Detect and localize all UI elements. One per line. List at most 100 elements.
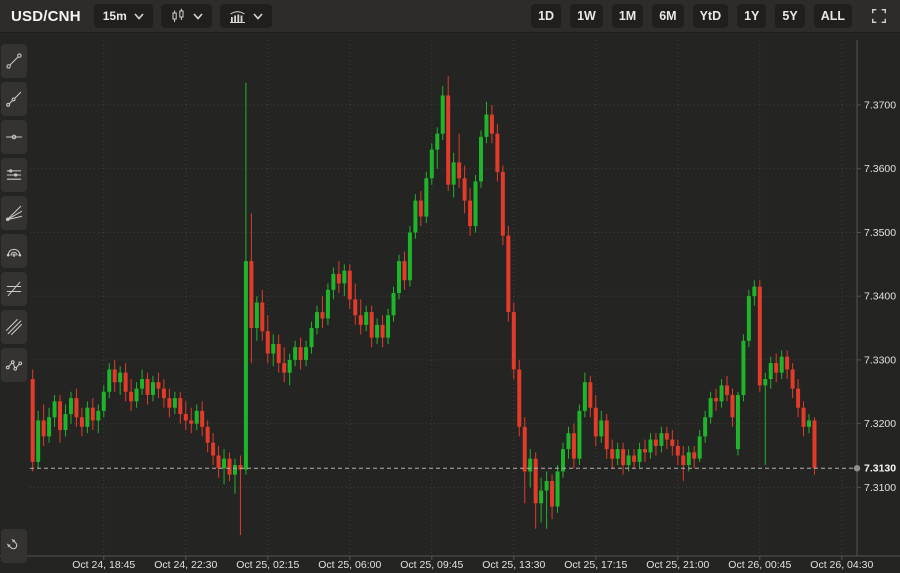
candle <box>489 114 494 134</box>
candle <box>183 414 188 421</box>
candle <box>648 439 653 453</box>
candle <box>539 490 544 504</box>
candle <box>413 200 418 233</box>
sidebar-tool-fib-retracement[interactable] <box>1 158 27 192</box>
candle <box>435 133 440 150</box>
candle <box>604 420 609 450</box>
candle <box>752 286 757 297</box>
candle <box>325 289 330 319</box>
time-tick-label: Oct 25, 09:45 <box>400 559 463 571</box>
range-button-6m[interactable]: 6M <box>652 4 684 28</box>
parallel-channel-icon <box>5 318 23 336</box>
price-tick-label: 7.3300 <box>864 354 896 366</box>
candle <box>161 388 166 399</box>
candle <box>194 410 199 424</box>
candle <box>708 398 713 418</box>
range-button-5y[interactable]: 5Y <box>775 4 805 28</box>
range-button-ytd[interactable]: YtD <box>692 4 729 28</box>
candlestick-icon <box>170 8 186 24</box>
range-button-all[interactable]: ALL <box>813 4 852 28</box>
candle <box>238 465 243 470</box>
candle <box>364 312 369 325</box>
candle <box>675 445 680 456</box>
candle <box>52 401 57 418</box>
time-tick-label: Oct 24, 22:30 <box>154 559 217 571</box>
candle <box>495 133 500 172</box>
interval-dropdown[interactable]: 15m <box>93 4 153 28</box>
sidebar-tool-trend-fib[interactable] <box>1 272 27 306</box>
time-tick-label: Oct 25, 02:15 <box>236 559 299 571</box>
chart-style-dropdown[interactable] <box>219 4 272 28</box>
candle <box>140 379 145 389</box>
chart-type-dropdown[interactable] <box>160 4 212 28</box>
candle <box>714 398 719 402</box>
candle <box>637 449 642 462</box>
candle <box>659 433 664 446</box>
candle <box>812 420 817 469</box>
candle <box>719 385 724 402</box>
candle <box>68 398 73 415</box>
range-button-1w[interactable]: 1W <box>570 4 603 28</box>
horizontal-line-icon <box>5 134 23 140</box>
fan-lines-icon <box>5 205 23 222</box>
candle <box>309 328 314 348</box>
time-tick-label: Oct 25, 06:00 <box>318 559 381 571</box>
candle <box>118 372 123 383</box>
symbol-title: USD/CNH <box>11 7 81 25</box>
candle <box>533 458 538 504</box>
candle <box>243 261 248 470</box>
candle <box>418 200 423 217</box>
candle <box>90 407 95 421</box>
candle <box>511 312 516 370</box>
range-buttons: 1D 1W 1M 6M YtD 1Y 5Y ALL <box>531 4 852 28</box>
sidebar-tool-polyline[interactable] <box>1 348 27 382</box>
ray-icon <box>6 91 22 107</box>
candle <box>63 414 68 431</box>
candle <box>725 385 730 395</box>
candle <box>336 273 341 284</box>
candle <box>254 302 259 329</box>
sidebar-tool-fan-lines[interactable] <box>1 196 27 230</box>
candle <box>211 442 216 456</box>
sidebar-tool-horizontal-line[interactable] <box>1 120 27 154</box>
range-button-1m[interactable]: 1M <box>611 4 644 28</box>
candle <box>189 420 194 424</box>
candle <box>271 343 276 354</box>
candle <box>566 433 571 450</box>
candle <box>112 369 117 383</box>
candle <box>216 455 221 469</box>
candle <box>560 449 565 472</box>
fullscreen-button[interactable] <box>868 4 890 28</box>
candle <box>123 372 128 392</box>
candle <box>446 95 451 185</box>
candle <box>653 439 658 446</box>
time-tick-label: Oct 25, 13:30 <box>482 559 545 571</box>
range-button-1d[interactable]: 1D <box>531 4 562 28</box>
candle <box>429 149 434 179</box>
candle <box>697 436 702 459</box>
candle <box>41 420 46 437</box>
candle <box>785 356 790 370</box>
sidebar-tool-magnet[interactable] <box>1 529 27 563</box>
candle <box>167 398 172 408</box>
fullscreen-icon <box>870 7 888 25</box>
sidebar-tool-trend-line[interactable] <box>1 44 27 78</box>
candle <box>626 455 631 466</box>
candle <box>47 417 52 437</box>
candle <box>30 379 35 462</box>
candle <box>790 369 795 389</box>
candle <box>396 261 401 293</box>
sidebar-tool-ray[interactable] <box>1 82 27 116</box>
polyline-icon <box>5 360 23 371</box>
sidebar-tool-fib-arcs[interactable] <box>1 234 27 268</box>
sidebar-tool-parallel-channel[interactable] <box>1 310 27 344</box>
candle <box>391 292 396 316</box>
candle <box>615 449 620 459</box>
fib-arcs-icon <box>6 248 22 257</box>
range-button-1y[interactable]: 1Y <box>737 4 767 28</box>
candle <box>681 455 686 466</box>
toolbar: USD/CNH 15m <box>0 0 900 33</box>
candle <box>386 315 391 338</box>
candle <box>172 398 177 408</box>
